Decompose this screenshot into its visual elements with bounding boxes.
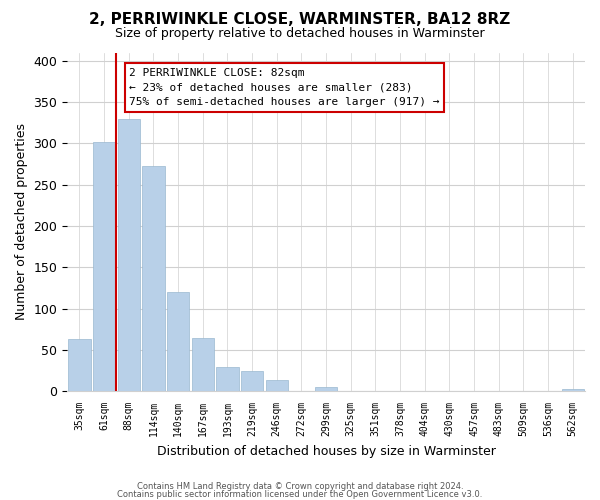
Text: 2, PERRIWINKLE CLOSE, WARMINSTER, BA12 8RZ: 2, PERRIWINKLE CLOSE, WARMINSTER, BA12 8… <box>89 12 511 28</box>
Bar <box>241 370 263 391</box>
Bar <box>562 388 584 391</box>
Bar <box>266 380 288 391</box>
Text: Contains public sector information licensed under the Open Government Licence v3: Contains public sector information licen… <box>118 490 482 499</box>
Text: Size of property relative to detached houses in Warminster: Size of property relative to detached ho… <box>115 28 485 40</box>
Bar <box>167 292 189 391</box>
Bar <box>191 338 214 391</box>
Text: Contains HM Land Registry data © Crown copyright and database right 2024.: Contains HM Land Registry data © Crown c… <box>137 482 463 491</box>
X-axis label: Distribution of detached houses by size in Warminster: Distribution of detached houses by size … <box>157 444 496 458</box>
Bar <box>217 367 239 391</box>
Bar <box>315 387 337 391</box>
Text: 2 PERRIWINKLE CLOSE: 82sqm
← 23% of detached houses are smaller (283)
75% of sem: 2 PERRIWINKLE CLOSE: 82sqm ← 23% of deta… <box>129 68 440 108</box>
Bar <box>93 142 115 391</box>
Bar <box>142 166 164 391</box>
Bar <box>118 118 140 391</box>
Y-axis label: Number of detached properties: Number of detached properties <box>15 124 28 320</box>
Bar <box>68 339 91 391</box>
